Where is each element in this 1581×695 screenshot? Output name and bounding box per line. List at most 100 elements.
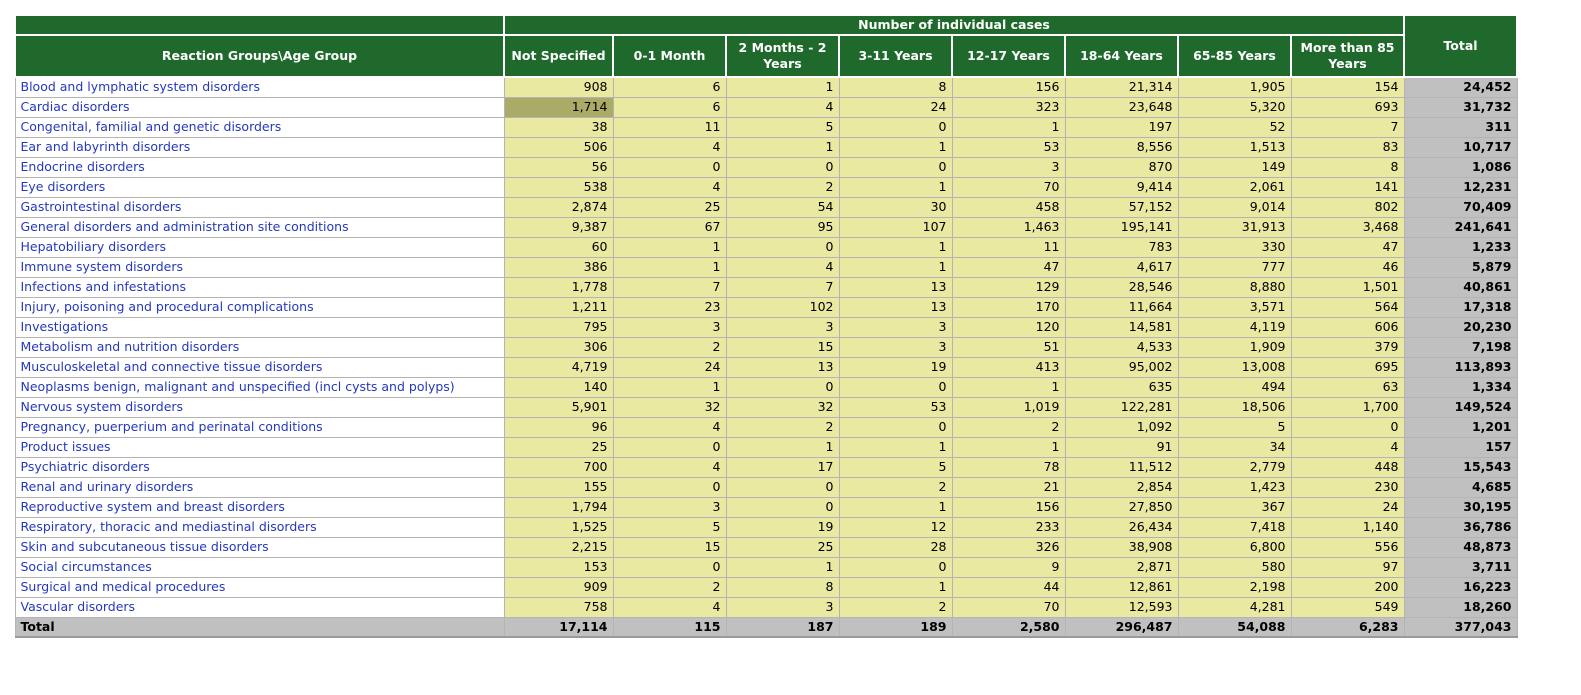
data-cell[interactable]: 909 bbox=[503, 576, 614, 598]
data-cell[interactable]: 3 bbox=[838, 316, 953, 338]
data-cell[interactable]: 24 bbox=[838, 96, 953, 118]
data-cell[interactable]: 8 bbox=[725, 576, 840, 598]
row-label[interactable]: Neoplasms benign, malignant and unspecif… bbox=[14, 376, 505, 398]
data-cell[interactable]: 197 bbox=[1064, 116, 1179, 138]
data-cell[interactable]: 38 bbox=[503, 116, 614, 138]
data-cell[interactable]: 12,593 bbox=[1064, 596, 1179, 618]
row-total-cell[interactable]: 31,732 bbox=[1403, 96, 1518, 118]
row-total-cell[interactable]: 241,641 bbox=[1403, 216, 1518, 238]
data-cell[interactable]: 233 bbox=[951, 516, 1066, 538]
data-cell[interactable]: 32 bbox=[725, 396, 840, 418]
data-cell[interactable]: 4 bbox=[612, 136, 727, 158]
data-cell[interactable]: 3 bbox=[725, 596, 840, 618]
data-cell[interactable]: 1 bbox=[612, 256, 727, 278]
data-cell[interactable]: 783 bbox=[1064, 236, 1179, 258]
data-cell[interactable]: 2,215 bbox=[503, 536, 614, 558]
row-label[interactable]: Psychiatric disorders bbox=[14, 456, 505, 478]
data-cell[interactable]: 777 bbox=[1177, 256, 1292, 278]
row-total-cell[interactable]: 15,543 bbox=[1403, 456, 1518, 478]
data-cell[interactable]: 448 bbox=[1290, 456, 1405, 478]
data-cell[interactable]: 1,211 bbox=[503, 296, 614, 318]
row-label[interactable]: Injury, poisoning and procedural complic… bbox=[14, 296, 505, 318]
data-cell[interactable]: 8,556 bbox=[1064, 136, 1179, 158]
data-cell[interactable]: 549 bbox=[1290, 596, 1405, 618]
data-cell[interactable]: 1 bbox=[612, 236, 727, 258]
data-cell[interactable]: 19 bbox=[725, 516, 840, 538]
data-cell[interactable]: 0 bbox=[725, 156, 840, 178]
row-total-cell[interactable]: 20,230 bbox=[1403, 316, 1518, 338]
row-total-cell[interactable]: 16,223 bbox=[1403, 576, 1518, 598]
data-cell[interactable]: 700 bbox=[503, 456, 614, 478]
data-cell[interactable]: 1 bbox=[725, 136, 840, 158]
row-total-cell[interactable]: 36,786 bbox=[1403, 516, 1518, 538]
data-cell[interactable]: 57,152 bbox=[1064, 196, 1179, 218]
data-cell[interactable]: 54 bbox=[725, 196, 840, 218]
data-cell[interactable]: 156 bbox=[951, 76, 1066, 98]
data-cell[interactable]: 13 bbox=[725, 356, 840, 378]
data-cell[interactable]: 2 bbox=[838, 476, 953, 498]
row-label[interactable]: Infections and infestations bbox=[14, 276, 505, 298]
data-cell[interactable]: 0 bbox=[838, 416, 953, 438]
data-cell[interactable]: 0 bbox=[612, 556, 727, 578]
data-cell[interactable]: 2,854 bbox=[1064, 476, 1179, 498]
data-cell[interactable]: 695 bbox=[1290, 356, 1405, 378]
data-cell[interactable]: 802 bbox=[1290, 196, 1405, 218]
row-label[interactable]: Ear and labyrinth disorders bbox=[14, 136, 505, 158]
data-cell[interactable]: 458 bbox=[951, 196, 1066, 218]
data-cell[interactable]: 129 bbox=[951, 276, 1066, 298]
data-cell[interactable]: 53 bbox=[838, 396, 953, 418]
data-cell[interactable]: 32 bbox=[612, 396, 727, 418]
data-cell[interactable]: 323 bbox=[951, 96, 1066, 118]
row-total-cell[interactable]: 48,873 bbox=[1403, 536, 1518, 558]
data-cell[interactable]: 4 bbox=[1290, 436, 1405, 458]
data-cell[interactable]: 0 bbox=[725, 236, 840, 258]
row-label[interactable]: Product issues bbox=[14, 436, 505, 458]
row-label[interactable]: Immune system disorders bbox=[14, 256, 505, 278]
data-cell[interactable]: 564 bbox=[1290, 296, 1405, 318]
data-cell[interactable]: 17 bbox=[725, 456, 840, 478]
data-cell[interactable]: 2 bbox=[725, 416, 840, 438]
row-label[interactable]: Eye disorders bbox=[14, 176, 505, 198]
data-cell[interactable]: 46 bbox=[1290, 256, 1405, 278]
data-cell[interactable]: 538 bbox=[503, 176, 614, 198]
row-total-cell[interactable]: 70,409 bbox=[1403, 196, 1518, 218]
data-cell[interactable]: 4 bbox=[612, 596, 727, 618]
data-cell[interactable]: 1,501 bbox=[1290, 276, 1405, 298]
data-cell[interactable]: 1,423 bbox=[1177, 476, 1292, 498]
column-total-cell[interactable]: 189 bbox=[838, 616, 953, 638]
data-cell[interactable]: 230 bbox=[1290, 476, 1405, 498]
data-cell[interactable]: 153 bbox=[503, 556, 614, 578]
data-cell[interactable]: 53 bbox=[951, 136, 1066, 158]
data-cell[interactable]: 908 bbox=[503, 76, 614, 98]
data-cell[interactable]: 34 bbox=[1177, 436, 1292, 458]
data-cell[interactable]: 7,418 bbox=[1177, 516, 1292, 538]
data-cell[interactable]: 1 bbox=[951, 376, 1066, 398]
data-cell[interactable]: 758 bbox=[503, 596, 614, 618]
data-cell[interactable]: 96 bbox=[503, 416, 614, 438]
data-cell[interactable]: 0 bbox=[612, 476, 727, 498]
data-cell[interactable]: 63 bbox=[1290, 376, 1405, 398]
data-cell[interactable]: 95,002 bbox=[1064, 356, 1179, 378]
data-cell[interactable]: 1,794 bbox=[503, 496, 614, 518]
data-cell[interactable]: 326 bbox=[951, 536, 1066, 558]
data-cell[interactable]: 56 bbox=[503, 156, 614, 178]
data-cell[interactable]: 367 bbox=[1177, 496, 1292, 518]
data-cell[interactable]: 24 bbox=[612, 356, 727, 378]
data-cell[interactable]: 506 bbox=[503, 136, 614, 158]
data-cell[interactable]: 3 bbox=[725, 316, 840, 338]
data-cell[interactable]: 1,513 bbox=[1177, 136, 1292, 158]
data-cell[interactable]: 23 bbox=[612, 296, 727, 318]
data-cell[interactable]: 13 bbox=[838, 296, 953, 318]
row-total-cell[interactable]: 24,452 bbox=[1403, 76, 1518, 98]
data-cell[interactable]: 0 bbox=[1290, 416, 1405, 438]
data-cell[interactable]: 1 bbox=[725, 436, 840, 458]
data-cell[interactable]: 3,571 bbox=[1177, 296, 1292, 318]
data-cell[interactable]: 154 bbox=[1290, 76, 1405, 98]
row-total-cell[interactable]: 12,231 bbox=[1403, 176, 1518, 198]
data-cell[interactable]: 5 bbox=[612, 516, 727, 538]
data-cell[interactable]: 70 bbox=[951, 176, 1066, 198]
data-cell[interactable]: 580 bbox=[1177, 556, 1292, 578]
data-cell[interactable]: 2 bbox=[838, 596, 953, 618]
data-cell[interactable]: 26,434 bbox=[1064, 516, 1179, 538]
row-label[interactable]: Social circumstances bbox=[14, 556, 505, 578]
